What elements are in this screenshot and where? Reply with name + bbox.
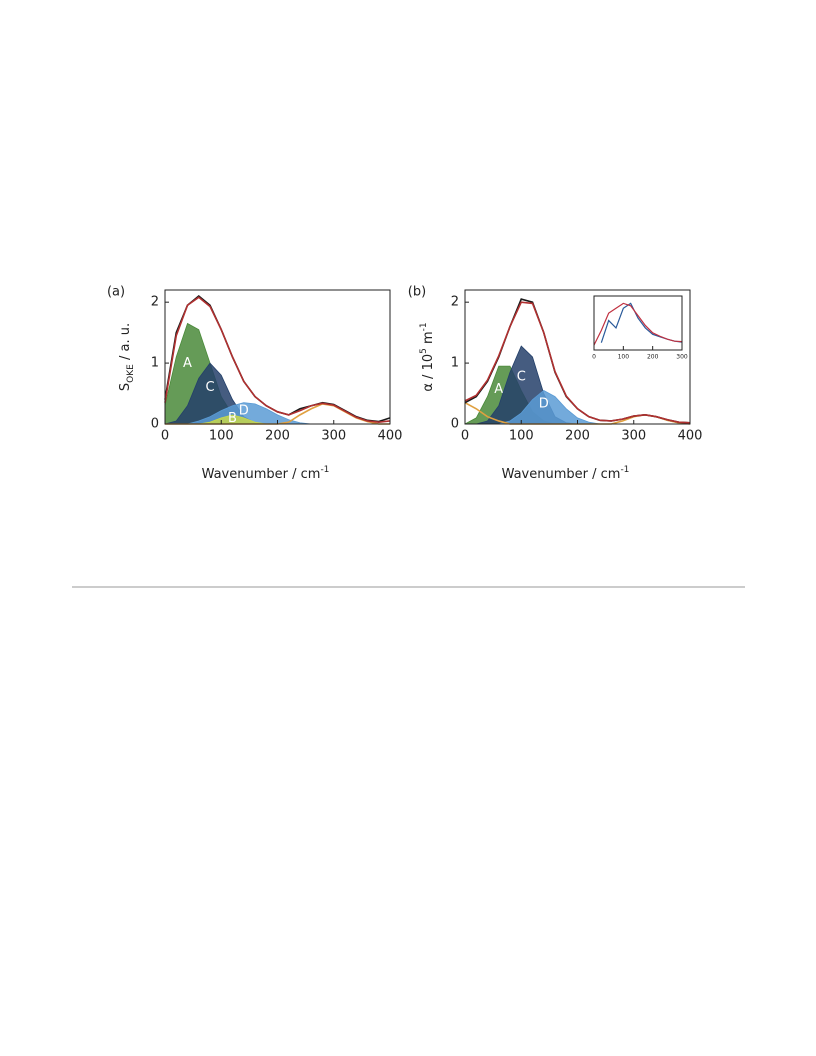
x-tick-label: 0	[592, 354, 596, 361]
label-part: -1	[320, 465, 329, 475]
label-part: 5	[419, 348, 429, 354]
panel-label: (b)	[408, 285, 426, 300]
axis-label: Wavenumber / cm-1	[202, 465, 330, 482]
peak-label: B	[228, 411, 237, 426]
x-tick-label: 100	[618, 354, 630, 361]
peak-label: A	[494, 382, 503, 397]
x-tick-label: 100	[509, 429, 534, 444]
peak-label: A	[183, 356, 192, 371]
label-part: -1	[620, 465, 629, 475]
y-tick-label: 2	[451, 295, 459, 310]
label-part: α / 10	[421, 354, 436, 392]
label-part: Wavenumber / cm	[502, 467, 621, 482]
spectrum-line	[464, 301, 691, 424]
spectrum-line	[164, 296, 391, 423]
label-part: / a. u.	[118, 323, 133, 364]
x-tick-label: 300	[321, 429, 346, 444]
label-part: -1	[419, 322, 429, 331]
y-tick-label: 2	[151, 295, 159, 310]
x-tick-label: 400	[678, 429, 703, 444]
peak-label: C	[205, 380, 214, 395]
x-tick-label: 300	[676, 354, 688, 361]
peak-label: D	[239, 404, 249, 419]
label-part: S	[118, 383, 133, 391]
spectrum-line	[593, 302, 683, 346]
axis-label: SOKE / a. u.	[118, 323, 136, 391]
plot-frame	[593, 295, 683, 351]
x-tick-label: 200	[565, 429, 590, 444]
label-part: OKE	[126, 364, 136, 383]
label-part: Wavenumber / cm	[202, 467, 321, 482]
x-tick-label: 200	[647, 354, 659, 361]
x-tick-label: 100	[209, 429, 234, 444]
x-tick-label: 0	[161, 429, 169, 444]
x-tick-label: 400	[378, 429, 403, 444]
peak-label: C	[517, 370, 526, 385]
axis-label: α / 105 m-1	[419, 322, 436, 391]
x-tick-label: 0	[461, 429, 469, 444]
y-tick-label: 1	[451, 356, 459, 371]
panel-label: (a)	[107, 285, 125, 300]
axis-label: Wavenumber / cm-1	[502, 465, 630, 482]
label-part: m	[421, 331, 436, 348]
inset-background	[594, 296, 682, 350]
x-tick-label: 200	[265, 429, 290, 444]
x-tick-label: 300	[621, 429, 646, 444]
y-tick-label: 0	[151, 417, 159, 432]
y-tick-label: 1	[151, 356, 159, 371]
y-tick-label: 0	[451, 417, 459, 432]
peak-label: D	[539, 396, 549, 411]
